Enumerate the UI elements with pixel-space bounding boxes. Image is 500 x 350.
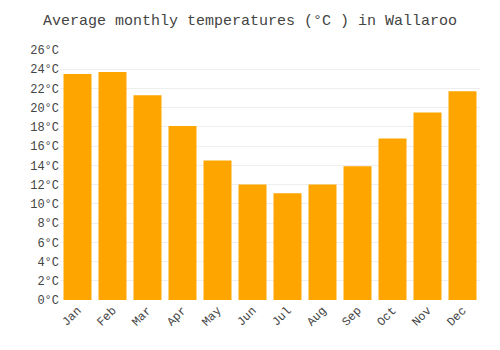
- svg-text:Nov: Nov: [409, 304, 434, 329]
- svg-text:Sep: Sep: [339, 304, 364, 329]
- svg-text:4°C: 4°C: [37, 256, 59, 270]
- svg-text:2°C: 2°C: [37, 275, 59, 289]
- svg-text:0°C: 0°C: [37, 294, 59, 308]
- svg-text:8°C: 8°C: [37, 217, 59, 231]
- svg-text:Average monthly temperatures (: Average monthly temperatures (°C ) in Wa…: [43, 13, 457, 30]
- svg-text:Oct: Oct: [374, 304, 399, 329]
- svg-text:Mar: Mar: [129, 304, 154, 329]
- svg-text:Apr: Apr: [164, 304, 189, 329]
- svg-text:May: May: [199, 304, 224, 329]
- svg-text:Jun: Jun: [234, 304, 259, 329]
- svg-text:6°C: 6°C: [37, 237, 59, 251]
- svg-text:14°C: 14°C: [30, 160, 59, 174]
- svg-text:10°C: 10°C: [30, 198, 59, 212]
- svg-text:26°C: 26°C: [30, 44, 59, 58]
- svg-text:Dec: Dec: [444, 304, 469, 329]
- svg-text:Aug: Aug: [304, 304, 329, 329]
- svg-text:20°C: 20°C: [30, 102, 59, 116]
- svg-text:16°C: 16°C: [30, 140, 59, 154]
- svg-text:12°C: 12°C: [30, 179, 59, 193]
- svg-text:24°C: 24°C: [30, 63, 59, 77]
- svg-text:22°C: 22°C: [30, 83, 59, 97]
- svg-text:Feb: Feb: [94, 304, 119, 329]
- svg-text:18°C: 18°C: [30, 121, 59, 135]
- svg-text:Jul: Jul: [269, 304, 294, 329]
- svg-text:Jan: Jan: [59, 304, 84, 329]
